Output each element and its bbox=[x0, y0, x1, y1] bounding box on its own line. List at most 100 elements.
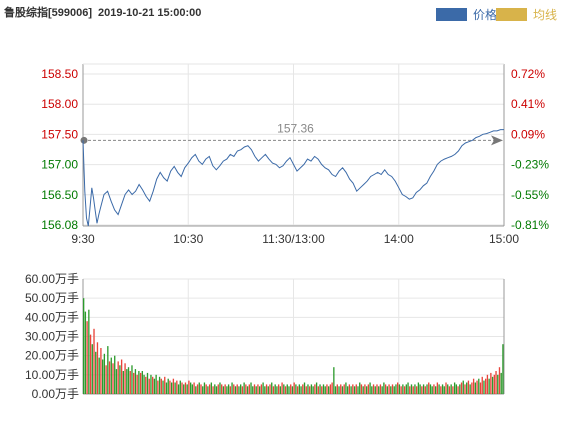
legend-price[interactable]: 价格 bbox=[436, 7, 497, 22]
volume-bar bbox=[253, 384, 256, 394]
volume-bar bbox=[171, 382, 173, 394]
volume-bar bbox=[91, 344, 93, 394]
volume-bar bbox=[124, 363, 126, 394]
volume-bar bbox=[252, 386, 254, 394]
volume-bar bbox=[101, 359, 104, 394]
legend-ma-swatch bbox=[496, 7, 527, 21]
volume-bar bbox=[459, 384, 461, 394]
volume-bar bbox=[114, 355, 116, 394]
volume-bar bbox=[196, 384, 199, 394]
volume-bar bbox=[369, 382, 371, 394]
volume-bar bbox=[152, 376, 154, 395]
volume-bar bbox=[372, 384, 375, 394]
volume-bar bbox=[471, 382, 473, 394]
volume-bar bbox=[350, 386, 352, 394]
volume-bar bbox=[364, 384, 366, 394]
y-tick-label-right: 0.72% bbox=[511, 67, 545, 81]
volume-bar bbox=[378, 386, 380, 394]
volume-bar bbox=[353, 386, 356, 394]
volume-bar bbox=[131, 365, 133, 395]
volume-bar bbox=[436, 382, 439, 394]
volume-bar bbox=[310, 384, 313, 394]
volume-bar bbox=[219, 382, 221, 394]
volume-bar bbox=[416, 386, 418, 394]
volume-bar bbox=[205, 384, 207, 394]
volume-bar bbox=[222, 386, 225, 394]
volume-bar bbox=[158, 376, 161, 395]
volume-bar bbox=[491, 376, 494, 395]
volume-bar bbox=[100, 348, 102, 394]
volume-bar bbox=[362, 386, 364, 394]
volume-bar bbox=[265, 384, 268, 394]
volume-bar bbox=[481, 376, 483, 395]
volume-bar bbox=[407, 382, 409, 394]
y-tick-label-right: -0.81% bbox=[511, 218, 549, 232]
volume-bar bbox=[374, 386, 376, 394]
volume-bar bbox=[500, 372, 502, 394]
volume-bar bbox=[319, 384, 321, 394]
volume-bar bbox=[236, 384, 238, 394]
volume-bar bbox=[181, 382, 183, 394]
legend-ma[interactable]: 均线 bbox=[496, 7, 558, 22]
volume-bar bbox=[227, 384, 230, 394]
volume-bar bbox=[488, 378, 490, 394]
volume-bar bbox=[119, 365, 121, 395]
volume-bar bbox=[483, 380, 485, 394]
volume-bar bbox=[324, 386, 326, 394]
volume-bar bbox=[264, 386, 266, 394]
y-tick-label-right: -0.23% bbox=[511, 158, 549, 172]
legend-ma-label: 均线 bbox=[533, 7, 558, 22]
volume-bar bbox=[466, 382, 468, 394]
volume-bar bbox=[321, 386, 323, 394]
volume-bar bbox=[269, 384, 271, 394]
volume-bar bbox=[274, 384, 276, 394]
volume-bar bbox=[260, 384, 263, 394]
volume-bar bbox=[400, 386, 402, 394]
volume-bar bbox=[469, 384, 471, 394]
volume-bar bbox=[345, 382, 347, 394]
x-tick-label: 14:00 bbox=[384, 232, 414, 246]
volume-bar bbox=[490, 372, 492, 394]
volume-bar bbox=[283, 384, 285, 394]
volume-bar bbox=[284, 386, 287, 394]
volume-bar bbox=[331, 382, 333, 394]
volume-bar bbox=[360, 384, 363, 394]
volume-bar bbox=[250, 382, 252, 394]
volume-bar bbox=[183, 384, 185, 394]
volume-bar bbox=[295, 384, 297, 394]
volume-bar bbox=[405, 384, 407, 394]
volume-bar bbox=[464, 384, 466, 394]
volume-bar bbox=[162, 380, 164, 394]
volume-bar bbox=[129, 371, 131, 394]
volume-bar bbox=[379, 384, 382, 394]
volume-bar bbox=[179, 380, 181, 394]
prev-close-arrow bbox=[491, 135, 503, 146]
volume-bar bbox=[155, 374, 157, 394]
volume-bar bbox=[336, 384, 338, 394]
volume-bar bbox=[410, 384, 413, 394]
volume-bar bbox=[329, 384, 332, 394]
volume-bar bbox=[141, 371, 143, 394]
volume-bar bbox=[434, 386, 437, 394]
volume-bar bbox=[200, 384, 202, 394]
volume-bar bbox=[160, 378, 162, 394]
volume-bar bbox=[476, 380, 478, 394]
y-tick-label-right: 0.41% bbox=[511, 97, 545, 111]
volume-bar bbox=[455, 384, 458, 394]
volume-bar bbox=[395, 384, 397, 394]
volume-bar bbox=[453, 382, 456, 394]
volume-bar bbox=[210, 382, 213, 394]
volume-bar bbox=[438, 384, 440, 394]
volume-bar bbox=[271, 382, 273, 394]
volume-bar bbox=[393, 386, 395, 394]
y-tick-label-right: 0.09% bbox=[511, 127, 545, 141]
volume-bar bbox=[272, 386, 275, 394]
volume-bar bbox=[441, 384, 444, 394]
volume-bar bbox=[217, 384, 219, 394]
prev-close-marker bbox=[80, 136, 88, 144]
volume-bar bbox=[359, 382, 361, 394]
volume-bar bbox=[134, 369, 137, 394]
volume-bar bbox=[426, 384, 428, 394]
volume-bar bbox=[402, 384, 404, 394]
volume-bar bbox=[167, 378, 169, 394]
